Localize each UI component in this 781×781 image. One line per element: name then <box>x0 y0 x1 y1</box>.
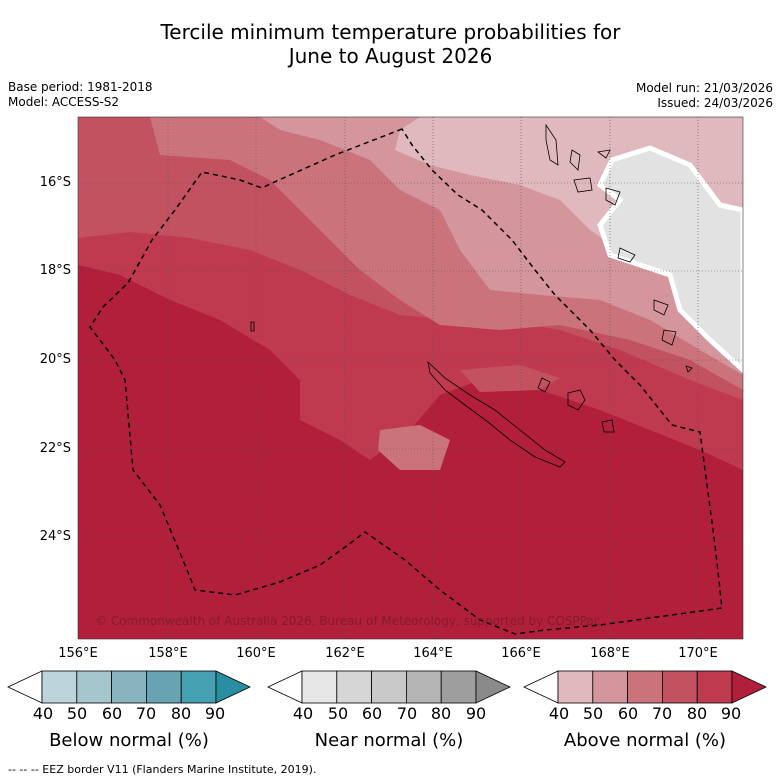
colorbar-segment <box>41 670 78 704</box>
colorbar-segment <box>336 670 372 704</box>
shade-near-normal <box>596 145 743 374</box>
cbar1-tick: 40 <box>292 704 314 723</box>
colorbar-near-normal <box>267 670 511 704</box>
colorbar-extend-high <box>475 670 511 704</box>
colorbar-segment <box>696 670 733 704</box>
shade-above-60-patch <box>378 425 450 470</box>
colorbar-segment <box>180 670 217 704</box>
colorbar-segment <box>662 670 698 704</box>
cbar1-tick: 90 <box>465 704 487 723</box>
probability-shading <box>78 117 743 639</box>
lon-label: 166°E <box>501 646 541 661</box>
lat-label: 24°S <box>39 529 71 544</box>
graticule <box>78 117 743 639</box>
cbar0-tick: 50 <box>66 704 88 723</box>
colorbar-segment <box>557 670 594 704</box>
new-caledonia-island <box>427 360 566 468</box>
cbar2-tick: 70 <box>651 704 673 723</box>
eez-border <box>89 128 723 635</box>
colorbars <box>7 670 767 704</box>
cbar1-tick: 70 <box>396 704 418 723</box>
colorbar-label-below: Below normal (%) <box>49 730 209 751</box>
colorbar-label-near: Near normal (%) <box>314 730 464 751</box>
lon-label: 170°E <box>678 646 718 661</box>
model-name: Model: ACCESS-S2 <box>8 95 120 109</box>
colorbar-extend-low <box>267 670 303 704</box>
lon-label: 162°E <box>325 646 365 661</box>
model-run: Model run: 21/03/2026 <box>635 81 773 95</box>
lat-label: 20°S <box>39 352 71 367</box>
map-frame <box>77 116 744 640</box>
lon-label: 164°E <box>413 646 453 661</box>
cbar2-tick: 40 <box>548 704 570 723</box>
lat-label: 18°S <box>39 263 71 278</box>
loyalty-islands <box>537 377 615 433</box>
copyright-notice: © Commonwealth of Australia 2026, Bureau… <box>95 614 601 628</box>
shade-above-70-patch <box>460 365 560 392</box>
colorbar-segment <box>145 670 182 704</box>
colorbar-extend-high <box>215 670 251 704</box>
chesterfield-reef <box>250 321 255 332</box>
colorbar-segment <box>111 670 147 704</box>
colorbar-above-normal <box>523 670 767 704</box>
probability-map <box>77 116 744 640</box>
cbar2-tick: 60 <box>617 704 639 723</box>
colorbar-extend-low <box>523 670 559 704</box>
lat-label: 22°S <box>39 441 71 456</box>
colorbar-segment <box>371 670 407 704</box>
colorbar-segment <box>301 670 338 704</box>
eez-footnote: -- -- -- EEZ border V11 (Flanders Marine… <box>8 763 317 776</box>
cbar2-tick: 90 <box>720 704 742 723</box>
cbar2-tick: 80 <box>686 704 708 723</box>
cbar1-tick: 50 <box>327 704 349 723</box>
lon-label: 160°E <box>236 646 276 661</box>
cbar0-tick: 90 <box>204 704 226 723</box>
colorbar-label-above: Above normal (%) <box>563 730 727 751</box>
base-period: Base period: 1981-2018 <box>8 80 153 94</box>
lat-label: 16°S <box>39 175 71 190</box>
title-line-2: June to August 2026 <box>288 44 493 68</box>
lon-label: 156°E <box>58 646 98 661</box>
cbar2-tick: 50 <box>582 704 604 723</box>
colorbar-segment <box>592 670 628 704</box>
colorbar-extend-low <box>7 670 43 704</box>
title-line-1: Tercile minimum temperature probabilitie… <box>160 20 621 44</box>
cbar0-tick: 40 <box>32 704 54 723</box>
cbar0-tick: 60 <box>101 704 123 723</box>
colorbar-extend-high <box>731 670 767 704</box>
issued-date: Issued: 24/03/2026 <box>657 96 773 110</box>
cbar1-tick: 80 <box>430 704 452 723</box>
map-title: Tercile minimum temperature probabilitie… <box>0 20 781 68</box>
lon-label: 158°E <box>148 646 188 661</box>
coastlines <box>250 123 693 468</box>
cbar0-tick: 70 <box>135 704 157 723</box>
cbar1-tick: 60 <box>361 704 383 723</box>
lon-label: 168°E <box>590 646 630 661</box>
colorbar-segment <box>627 670 663 704</box>
vanuatu-islands <box>545 123 693 373</box>
meta-left: Base period: 1981-2018 Model: ACCESS-S2 <box>8 80 153 110</box>
meta-right: Model run: 21/03/2026 Issued: 24/03/2026 <box>636 81 773 111</box>
cbar0-tick: 80 <box>170 704 192 723</box>
colorbar-segment <box>76 670 113 704</box>
colorbar-segment <box>440 670 477 704</box>
colorbar-below-normal <box>7 670 251 704</box>
colorbar-segment <box>405 670 442 704</box>
